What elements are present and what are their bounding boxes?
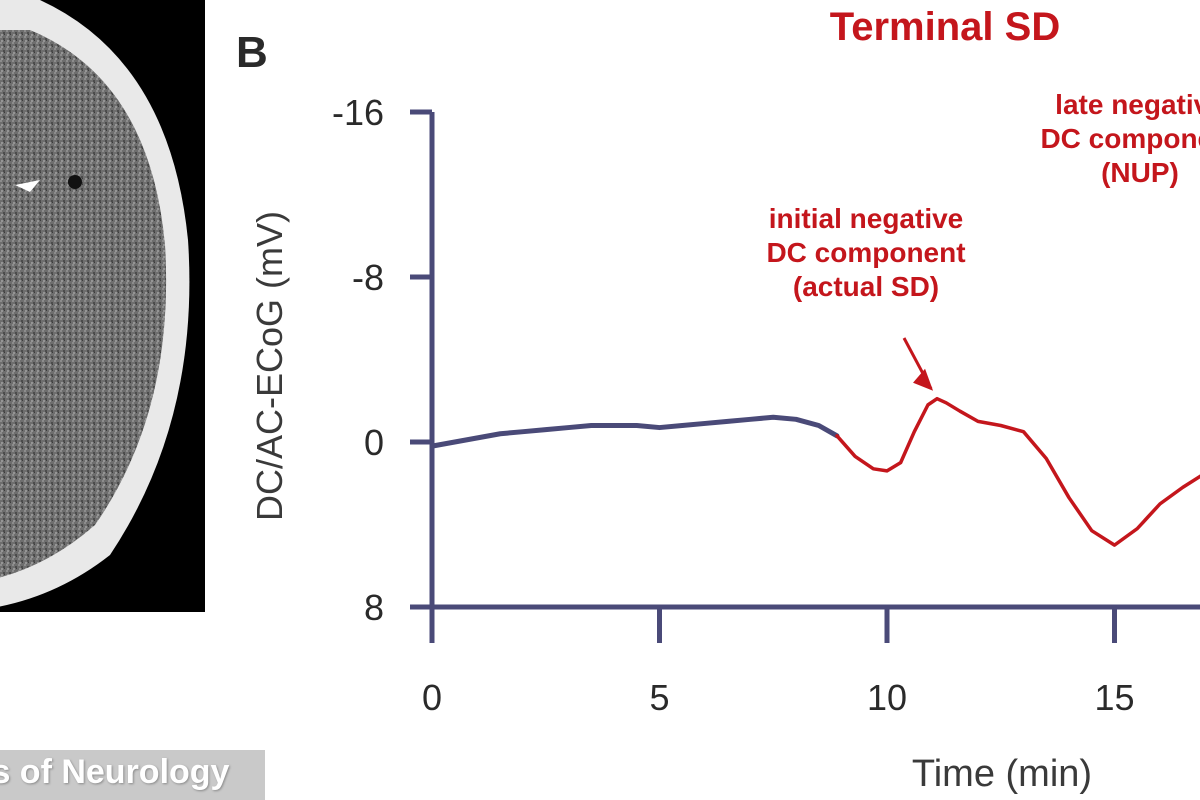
annotation-arrow-head (913, 368, 934, 391)
x-tick-label: 0 (422, 677, 442, 718)
x-tick-label: 10 (867, 677, 907, 718)
ct-scan-image (0, 0, 205, 612)
chart-title: Terminal SD (830, 5, 1060, 49)
x-axis-label: Time (min) (912, 753, 1092, 795)
y-tick-label: 0 (364, 422, 384, 463)
watermark: ls of Neurology (0, 750, 265, 800)
ct-scan-graphic (0, 0, 190, 607)
y-axis-label: DC/AC-ECoG (mV) (249, 211, 290, 521)
annotation-line: (actual SD) (793, 271, 939, 302)
y-tick-label: 8 (364, 587, 384, 628)
series-line-baseline (429, 414, 840, 449)
annotation-initial-negative-dc: initial negative DC component (actual SD) (766, 203, 965, 302)
annotation-line: DC component (766, 237, 965, 268)
watermark-text: ls of Neurology (0, 753, 230, 791)
x-tick-label: 15 (1094, 677, 1134, 718)
panel-label: B (236, 28, 268, 77)
annotation-line: late negative (1055, 89, 1200, 120)
x-tick-label: 5 (649, 677, 669, 718)
y-tick-label: -16 (332, 92, 384, 133)
series-line-terminal-sd (835, 396, 1200, 547)
annotation-line: DC component (1040, 123, 1200, 154)
y-tick-label: -8 (352, 257, 384, 298)
annotation-line: (NUP) (1101, 157, 1179, 188)
annotation-line: initial negative (769, 203, 964, 234)
